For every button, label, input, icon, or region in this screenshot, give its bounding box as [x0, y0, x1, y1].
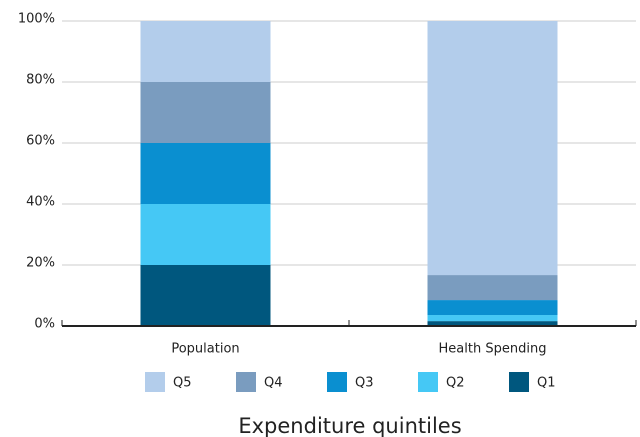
legend-swatch [236, 372, 256, 392]
bar-segment [427, 21, 558, 276]
x-tick-label: Health Spending [439, 342, 547, 357]
y-tick-label: 100% [18, 12, 55, 27]
legend-swatch [418, 372, 438, 392]
y-tick-label: 60% [26, 134, 55, 149]
y-tick-label: 0% [34, 317, 55, 332]
bar-segment [140, 143, 271, 204]
x-axis-title: Expenditure quintiles [238, 414, 461, 437]
bar-segment [427, 275, 558, 301]
legend-label: Q5 [173, 376, 192, 391]
legend-swatch [509, 372, 529, 392]
y-tick-label: 40% [26, 195, 55, 210]
x-tick-label: Population [171, 342, 239, 357]
y-tick-label: 80% [26, 73, 55, 88]
legend-label: Q2 [446, 376, 465, 391]
legend-label: Q1 [537, 376, 556, 391]
bar-segment [140, 21, 271, 82]
bar-segment [427, 315, 558, 322]
legend-swatch [327, 372, 347, 392]
legend-label: Q3 [355, 376, 374, 391]
y-tick-label: 20% [26, 256, 55, 271]
bar-segment [140, 82, 271, 143]
legend-label: Q4 [264, 376, 283, 391]
bar-segment [427, 300, 558, 316]
legend-swatch [145, 372, 165, 392]
bar-segment [140, 204, 271, 265]
bar-segment [140, 265, 271, 326]
bar-segment [427, 321, 558, 326]
